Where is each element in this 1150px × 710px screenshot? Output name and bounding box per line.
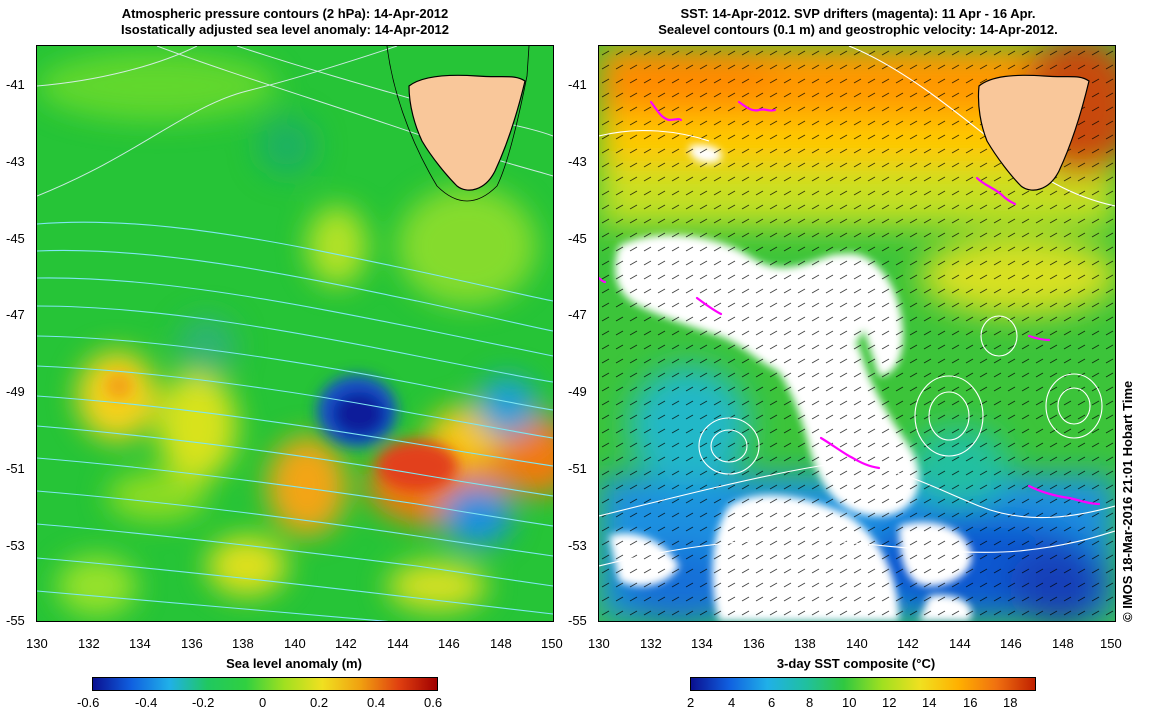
colorbar-tick-label: 6	[768, 695, 776, 710]
tasmania-landmass	[408, 74, 526, 191]
right-y-tick-label: -43	[568, 154, 587, 169]
colorbar-tick-label: 16	[963, 695, 978, 710]
colorbar-tick-label: 0.6	[424, 695, 443, 710]
svp-drifter-tracks	[599, 100, 1101, 506]
left-y-tick-label: -43	[6, 154, 25, 169]
colorbar-tick-label: 14	[922, 695, 937, 710]
colorbar-tick-label: 12	[882, 695, 897, 710]
right-x-tick-label: 130	[588, 636, 610, 651]
left-title-line1: Atmospheric pressure contours (2 hPa): 1…	[121, 6, 449, 21]
right-y-tick-label: -53	[568, 538, 587, 553]
imos-credit: © IMOS 18-Mar-2016 21:01 Hobart Time	[1120, 380, 1135, 622]
right-x-tick-label: 136	[743, 636, 765, 651]
colorbar-tick-label: 0	[259, 695, 267, 710]
right-title-line1: SST: 14-Apr-2012. SVP drifters (magenta)…	[680, 6, 1036, 21]
left-y-tick-label: -53	[6, 538, 25, 553]
left-x-tick-label: 142	[335, 636, 357, 651]
sst-composite-map	[598, 45, 1116, 622]
colorbar-tick-label: 18	[1003, 695, 1018, 710]
left-x-tick-label: 150	[541, 636, 563, 651]
right-y-tick-label: -41	[568, 77, 587, 92]
colorbar-tick-label: -0.6	[77, 695, 100, 710]
left-y-tick-label: -51	[6, 461, 25, 476]
left-x-tick-label: 138	[232, 636, 254, 651]
right-x-tick-label: 148	[1052, 636, 1074, 651]
right-y-tick-label: -55	[568, 613, 587, 628]
colorbar-tick-label: 0.4	[367, 695, 386, 710]
colorbar-tick-label: 4	[728, 695, 736, 710]
right-y-tick-label: -45	[568, 231, 587, 246]
left-y-tick-label: -47	[6, 307, 25, 322]
colorbar-tick-label: 10	[842, 695, 857, 710]
right-y-tick-label: -49	[568, 384, 587, 399]
right-x-tick-label: 140	[846, 636, 868, 651]
colorbar-tick-label: 8	[806, 695, 814, 710]
left-title-line2: Isostatically adjusted sea level anomaly…	[120, 22, 450, 37]
right-x-tick-label: 132	[640, 636, 662, 651]
left-x-tick-label: 146	[438, 636, 460, 651]
right-y-tick-label: -47	[568, 307, 587, 322]
right-colorbar-label: 3-day SST composite (°C)	[776, 656, 936, 671]
colorbar-tick-label: 2	[687, 695, 695, 710]
left-x-tick-label: 134	[129, 636, 151, 651]
right-x-tick-label: 146	[1000, 636, 1022, 651]
right-title-line2: Sealevel contours (0.1 m) and geostrophi…	[658, 22, 1058, 37]
sea-level-anomaly-map	[36, 45, 554, 622]
right-x-tick-label: 144	[949, 636, 971, 651]
left-y-tick-label: -49	[6, 384, 25, 399]
colorbar-tick-label: -0.2	[192, 695, 215, 710]
sea-level-colorbar	[92, 677, 438, 691]
left-x-tick-label: 136	[181, 636, 203, 651]
right-x-tick-label: 138	[794, 636, 816, 651]
left-x-tick-label: 140	[284, 636, 306, 651]
left-y-tick-label: -55	[6, 613, 25, 628]
tasmania-landmass-sst	[977, 74, 1090, 191]
right-x-tick-label: 134	[691, 636, 713, 651]
colorbar-tick-label: 0.2	[310, 695, 329, 710]
right-y-tick-label: -51	[568, 461, 587, 476]
left-y-tick-label: -41	[6, 77, 25, 92]
sst-colorbar	[690, 677, 1036, 691]
left-x-tick-label: 144	[387, 636, 409, 651]
left-x-tick-label: 148	[490, 636, 512, 651]
right-x-tick-label: 142	[897, 636, 919, 651]
left-y-tick-label: -45	[6, 231, 25, 246]
left-x-tick-label: 130	[26, 636, 48, 651]
left-x-tick-label: 132	[78, 636, 100, 651]
right-x-tick-label: 150	[1100, 636, 1122, 651]
left-colorbar-label: Sea level anomaly (m)	[226, 656, 362, 671]
colorbar-tick-label: -0.4	[135, 695, 158, 710]
